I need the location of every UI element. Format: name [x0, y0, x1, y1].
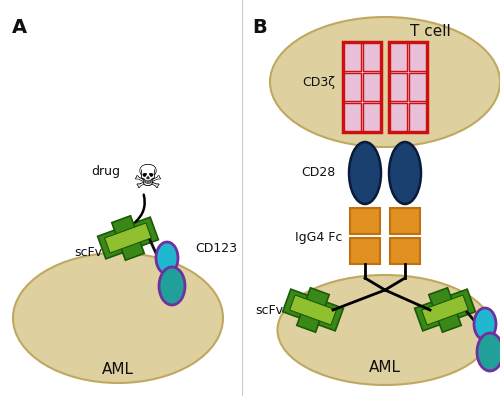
FancyBboxPatch shape	[350, 208, 380, 234]
Ellipse shape	[349, 142, 381, 204]
FancyBboxPatch shape	[363, 43, 380, 71]
Ellipse shape	[477, 333, 500, 371]
Text: AML: AML	[102, 362, 134, 377]
FancyBboxPatch shape	[390, 103, 407, 131]
Text: CD123: CD123	[195, 242, 237, 255]
FancyBboxPatch shape	[409, 103, 426, 131]
FancyBboxPatch shape	[344, 103, 361, 131]
Text: IgG4 Fc: IgG4 Fc	[294, 232, 342, 244]
FancyBboxPatch shape	[98, 217, 158, 259]
FancyBboxPatch shape	[409, 73, 426, 101]
FancyBboxPatch shape	[343, 42, 381, 132]
FancyBboxPatch shape	[290, 295, 337, 325]
Text: B: B	[252, 18, 267, 37]
FancyBboxPatch shape	[297, 288, 329, 332]
Text: ☠: ☠	[133, 162, 163, 194]
FancyBboxPatch shape	[390, 208, 420, 234]
FancyBboxPatch shape	[390, 73, 407, 101]
FancyBboxPatch shape	[389, 42, 427, 132]
Ellipse shape	[159, 267, 185, 305]
FancyBboxPatch shape	[363, 103, 380, 131]
Ellipse shape	[156, 242, 178, 274]
FancyBboxPatch shape	[409, 43, 426, 71]
Ellipse shape	[270, 17, 500, 147]
FancyBboxPatch shape	[390, 238, 420, 264]
FancyBboxPatch shape	[112, 216, 144, 260]
Ellipse shape	[474, 308, 496, 340]
Text: A: A	[12, 18, 27, 37]
Text: AML: AML	[369, 360, 401, 375]
FancyBboxPatch shape	[363, 73, 380, 101]
FancyBboxPatch shape	[390, 43, 407, 71]
FancyBboxPatch shape	[350, 238, 380, 264]
Text: scFv: scFv	[74, 246, 102, 259]
FancyBboxPatch shape	[344, 43, 361, 71]
Text: CD28: CD28	[301, 166, 335, 179]
FancyBboxPatch shape	[344, 73, 361, 101]
Text: scFv: scFv	[255, 303, 283, 316]
FancyBboxPatch shape	[414, 289, 476, 331]
Text: drug: drug	[92, 166, 120, 179]
Text: T cell: T cell	[410, 25, 451, 40]
Ellipse shape	[278, 275, 492, 385]
Text: CD3ζ: CD3ζ	[302, 76, 335, 89]
FancyBboxPatch shape	[429, 288, 461, 332]
Ellipse shape	[13, 253, 223, 383]
FancyBboxPatch shape	[104, 223, 152, 253]
FancyBboxPatch shape	[422, 295, 469, 325]
Ellipse shape	[389, 142, 421, 204]
FancyArrowPatch shape	[135, 195, 144, 222]
FancyBboxPatch shape	[282, 289, 344, 331]
